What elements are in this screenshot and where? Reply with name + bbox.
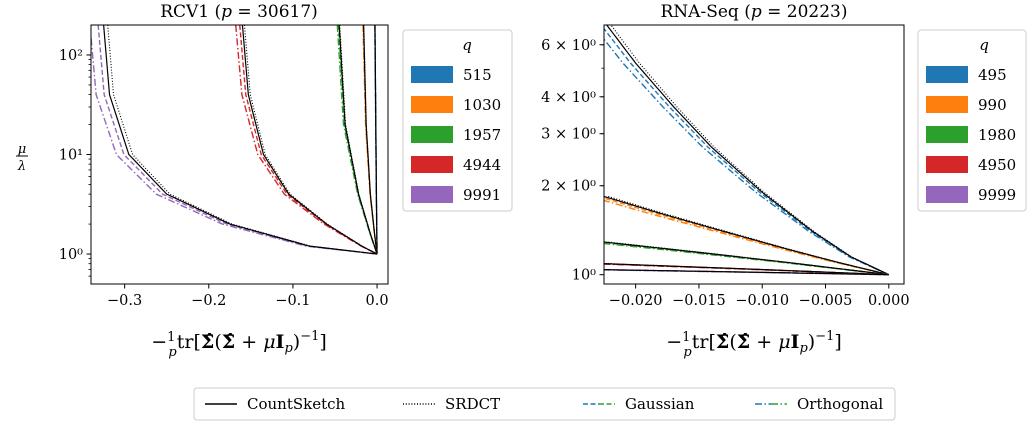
series-9991-gaussian-line xyxy=(97,25,378,255)
method-legend-label-orthogonal: Orthogonal xyxy=(797,395,883,413)
series-4944-gaussian-line xyxy=(239,25,378,255)
legend-swatch-4950 xyxy=(926,156,968,173)
y-tick-label: 4 × 10⁰ xyxy=(541,90,596,106)
legend-label-9991: 9991 xyxy=(463,186,501,204)
panel-rcv1-frame xyxy=(90,24,389,285)
series-9999-countsketch-line xyxy=(604,269,889,276)
series-4950-countsketch-line xyxy=(604,263,889,276)
panel-rcv1-title: RCV1 (p = 30617) xyxy=(160,2,318,22)
x-tick-label: 0.0 xyxy=(366,293,389,309)
series-495-countsketch-line xyxy=(605,25,890,276)
method-legend-box xyxy=(193,387,896,421)
series-990-srdct-line xyxy=(608,195,889,276)
method-legend-label-srdct: SRDCT xyxy=(445,395,500,413)
series-1980-countsketch-line xyxy=(604,241,889,276)
y-tick-label: 10⁰ xyxy=(59,247,83,263)
y-tick-label: 3 × 10⁰ xyxy=(541,127,596,143)
panel-rcv1: RCV1 (p = 30617) 10⁰ 10¹ 10² −0.3 −0.2 −0.1 0.… xyxy=(16,2,389,360)
series-1030-countsketch-line xyxy=(363,25,378,255)
legend-swatch-1030 xyxy=(411,96,453,113)
x-tick-label: 0.000 xyxy=(868,293,910,309)
method-legend-label-gaussian: Gaussian xyxy=(625,395,695,413)
series-9991-orthogonal-line xyxy=(91,28,378,255)
series-4944-srdct-line xyxy=(243,25,378,255)
legend-label-495: 495 xyxy=(978,66,1007,84)
legend-swatch-515 xyxy=(411,66,453,83)
series-990-countsketch-line xyxy=(604,195,889,276)
x-tick-label: −0.020 xyxy=(609,293,663,309)
legend-swatch-9991 xyxy=(411,186,453,203)
method-legend: CountSketch SRDCT Gaussian Orthogonal xyxy=(193,387,896,421)
legend-label-1030: 1030 xyxy=(463,96,501,114)
x-tick-label: −0.2 xyxy=(191,293,226,309)
legend-label-4944: 4944 xyxy=(463,156,501,174)
series-495-srdct-line xyxy=(610,25,890,276)
y-tick-label: 2 × 10⁰ xyxy=(541,179,596,195)
legend-swatch-1957 xyxy=(411,126,453,143)
legend-swatch-495 xyxy=(926,66,968,83)
panel-rcv1-ticks: 10⁰ 10¹ 10² −0.3 −0.2 −0.1 0.0 xyxy=(59,48,389,309)
legend-q-rnaseq: q 495 990 1980 4950 9999 xyxy=(917,29,1027,212)
legend-label-1980: 1980 xyxy=(978,126,1016,144)
legend-title: q xyxy=(462,36,472,54)
legend-label-9999: 9999 xyxy=(978,186,1016,204)
method-legend-label-countsketch: CountSketch xyxy=(247,395,346,413)
y-tick-label: 6 × 10⁰ xyxy=(541,38,596,54)
series-990-orthogonal-line xyxy=(604,199,889,276)
legend-label-1957: 1957 xyxy=(463,126,501,144)
legend-label-515: 515 xyxy=(463,66,492,84)
panel-rnaseq-ticks: 10⁰ 2 × 10⁰ 3 × 10⁰ 4 × 10⁰ 6 × 10⁰ −0.020 −0.… xyxy=(541,38,909,309)
panel-rnaseq: RNA-Seq (p = 20223) 10⁰ 2 × 10⁰ 3 × 10⁰ 4 ×… xyxy=(541,2,909,360)
series-9991-countsketch-line xyxy=(103,25,378,255)
series-515-countsketch-line xyxy=(374,25,378,255)
panel-rnaseq-frame xyxy=(603,24,905,285)
legend-label-990: 990 xyxy=(978,96,1007,114)
x-tick-label: −0.015 xyxy=(672,293,726,309)
legend-label-4950: 4950 xyxy=(978,156,1016,174)
legend-swatch-1980 xyxy=(926,126,968,143)
series-1957-countsketch-line xyxy=(338,25,378,255)
series-4944-countsketch-line xyxy=(241,25,378,255)
legend-box xyxy=(917,29,1027,212)
legend-q-rcv1: q 515 1030 1957 4944 9991 xyxy=(402,29,513,212)
panel-rnaseq-xlabel: −1 ptr[Σ̂(Σ̂ + μIp)−1] xyxy=(666,329,842,360)
series-1957-gaussian-line xyxy=(337,25,378,255)
y-tick-label: 10⁰ xyxy=(572,268,596,284)
series-1957-orthogonal-line xyxy=(336,25,378,255)
legend-swatch-9999 xyxy=(926,186,968,203)
y-tick-label: 10² xyxy=(59,48,83,64)
x-tick-label: −0.005 xyxy=(799,293,853,309)
panel-rnaseq-title: RNA-Seq (p = 20223) xyxy=(661,2,848,22)
panel-rcv1-xlabel: −1 ptr[Σ̂(Σ̂ + μIp)−1] xyxy=(151,329,327,360)
x-tick-label: −0.010 xyxy=(735,293,789,309)
legend-title: q xyxy=(979,36,989,54)
x-tick-label: −0.3 xyxy=(107,293,142,309)
legend-swatch-990 xyxy=(926,96,968,113)
legend-swatch-4944 xyxy=(411,156,453,173)
series-1957-srdct-line xyxy=(339,25,378,255)
y-tick-label: 10¹ xyxy=(59,148,83,164)
legend-box xyxy=(402,29,513,212)
series-495-orthogonal-line xyxy=(604,38,890,276)
x-tick-label: −0.1 xyxy=(275,293,310,309)
